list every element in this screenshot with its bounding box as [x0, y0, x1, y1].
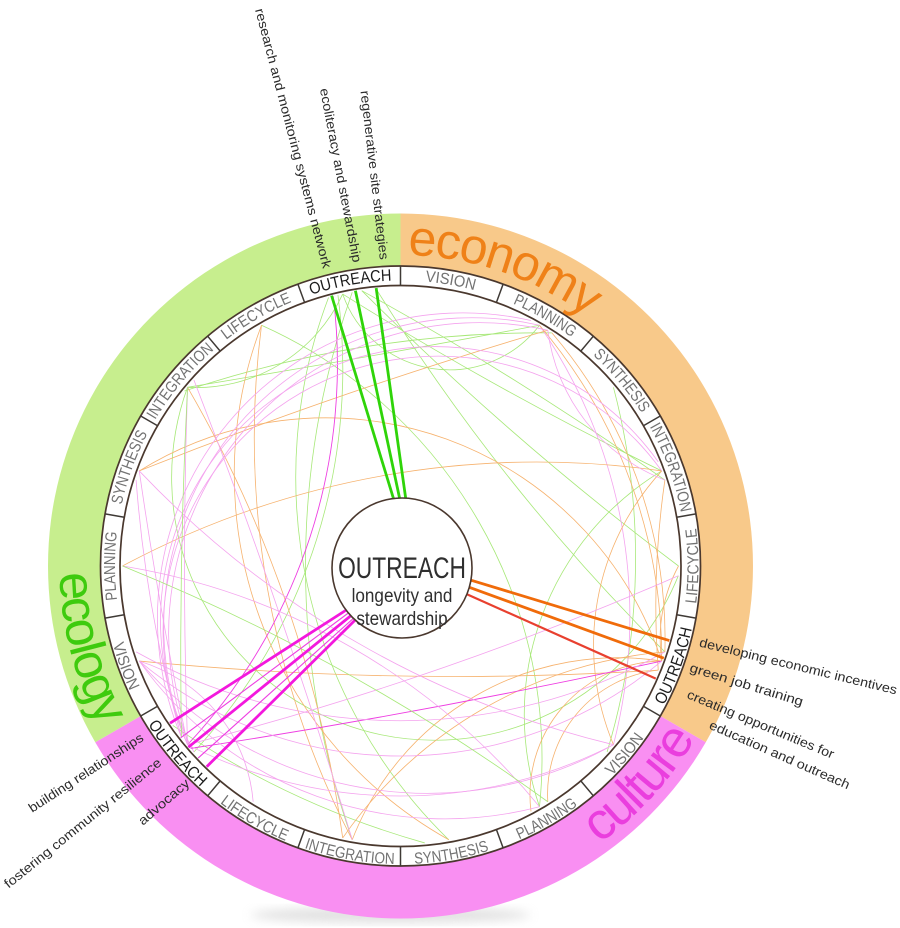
svg-text:stewardship: stewardship — [356, 608, 447, 629]
svg-text:LIFECYCLE: LIFECYCLE — [683, 528, 702, 605]
svg-text:PLANNING: PLANNING — [102, 531, 121, 602]
svg-text:longevity and: longevity and — [352, 585, 453, 606]
svg-text:OUTREACH: OUTREACH — [338, 551, 466, 585]
